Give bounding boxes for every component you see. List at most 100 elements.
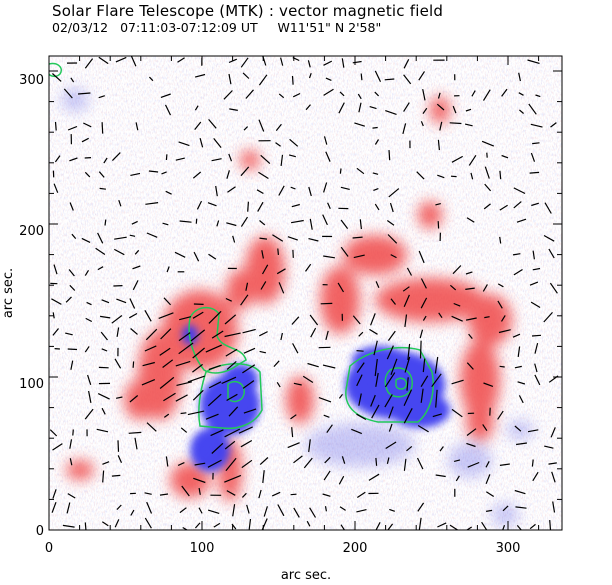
- weak-negative-patches: [61, 88, 534, 527]
- field-vector: [418, 71, 426, 81]
- field-vector: [98, 95, 105, 99]
- field-vector: [551, 471, 556, 483]
- field-vector: [308, 72, 312, 79]
- field-vector: [258, 74, 268, 86]
- field-vector: [318, 397, 332, 403]
- field-vector: [452, 265, 462, 275]
- field-vector: [484, 183, 492, 192]
- field-vector: [372, 126, 378, 129]
- field-vector: [53, 264, 58, 275]
- field-vector: [162, 359, 174, 368]
- field-vector: [518, 92, 524, 96]
- field-vector: [129, 312, 138, 319]
- field-vector: [192, 363, 203, 373]
- field-vector: [436, 103, 445, 111]
- field-vector: [84, 269, 90, 276]
- field-vector: [160, 93, 171, 98]
- field-vector: [88, 390, 92, 404]
- field-vector: [259, 457, 269, 466]
- field-vector: [278, 93, 285, 99]
- field-vector: [386, 457, 390, 464]
- field-vector: [419, 340, 422, 359]
- field-vector: [69, 458, 73, 466]
- vector-field: [49, 56, 559, 530]
- field-vector: [131, 220, 138, 225]
- field-vector: [434, 356, 439, 374]
- field-vector: [102, 470, 105, 483]
- field-vector: [356, 350, 364, 352]
- field-vector: [51, 73, 62, 82]
- field-vector: [353, 254, 365, 259]
- field-vector: [356, 491, 366, 499]
- field-vector: [358, 331, 364, 337]
- field-vector: [420, 388, 424, 403]
- field-vector: [422, 358, 426, 373]
- field-vector: [226, 170, 230, 179]
- field-vector: [518, 72, 521, 82]
- field-vector: [482, 89, 491, 101]
- field-vector: [66, 502, 71, 514]
- field-vector: [192, 171, 202, 179]
- field-vector: [68, 269, 75, 277]
- field-vector: [437, 92, 441, 99]
- field-vector: [481, 521, 488, 530]
- y-tick-label: 0: [36, 524, 44, 539]
- field-vector: [466, 442, 476, 448]
- field-vector: [437, 522, 447, 528]
- field-vector: [548, 248, 555, 259]
- field-vector: [502, 505, 509, 512]
- field-vector: [369, 106, 377, 110]
- plot-frame: [48, 55, 563, 531]
- field-vector: [194, 522, 201, 529]
- field-vector: [115, 396, 123, 399]
- field-vector: [516, 218, 527, 223]
- field-vector: [417, 502, 425, 512]
- field-vector: [403, 389, 413, 406]
- field-vector: [325, 330, 329, 341]
- field-vector: [178, 332, 191, 342]
- field-vector: [101, 299, 110, 304]
- field-vector: [435, 474, 446, 478]
- field-vector: [497, 300, 503, 309]
- field-vector: [148, 170, 159, 173]
- field-vector: [308, 186, 312, 197]
- field-vector: [530, 152, 536, 162]
- field-vector: [352, 236, 363, 239]
- field-vector: [549, 282, 558, 294]
- field-vector: [499, 236, 502, 244]
- field-vector: [52, 328, 59, 336]
- field-vector: [99, 187, 106, 190]
- field-vector: [101, 521, 109, 527]
- field-vector: [159, 376, 175, 389]
- field-vector: [261, 264, 269, 275]
- field-vector: [352, 315, 361, 325]
- field-vector: [407, 343, 411, 361]
- field-vector: [72, 429, 74, 436]
- field-vector: [386, 220, 395, 226]
- field-vector: [293, 455, 303, 464]
- field-vector: [146, 422, 157, 432]
- field-vector: [309, 218, 313, 230]
- field-vector: [370, 313, 376, 326]
- field-vector: [263, 506, 268, 517]
- field-vector: [517, 381, 526, 385]
- field-vector: [224, 314, 237, 325]
- field-vector: [242, 380, 255, 389]
- field-vector: [374, 70, 382, 83]
- field-vector: [52, 443, 63, 451]
- field-vector: [210, 429, 224, 437]
- field-vector: [84, 522, 87, 530]
- field-vector: [97, 393, 110, 400]
- field-vector: [309, 314, 319, 326]
- field-vector: [258, 119, 265, 132]
- field-vector: [323, 470, 331, 481]
- field-vector: [213, 522, 221, 528]
- field-vector: [271, 491, 281, 497]
- field-vector: [226, 222, 237, 227]
- field-vector: [435, 203, 441, 206]
- field-vector: [435, 389, 438, 408]
- field-vector: [130, 509, 135, 516]
- field-vector: [450, 284, 457, 291]
- field-vector: [84, 408, 94, 420]
- field-vector: [341, 58, 345, 68]
